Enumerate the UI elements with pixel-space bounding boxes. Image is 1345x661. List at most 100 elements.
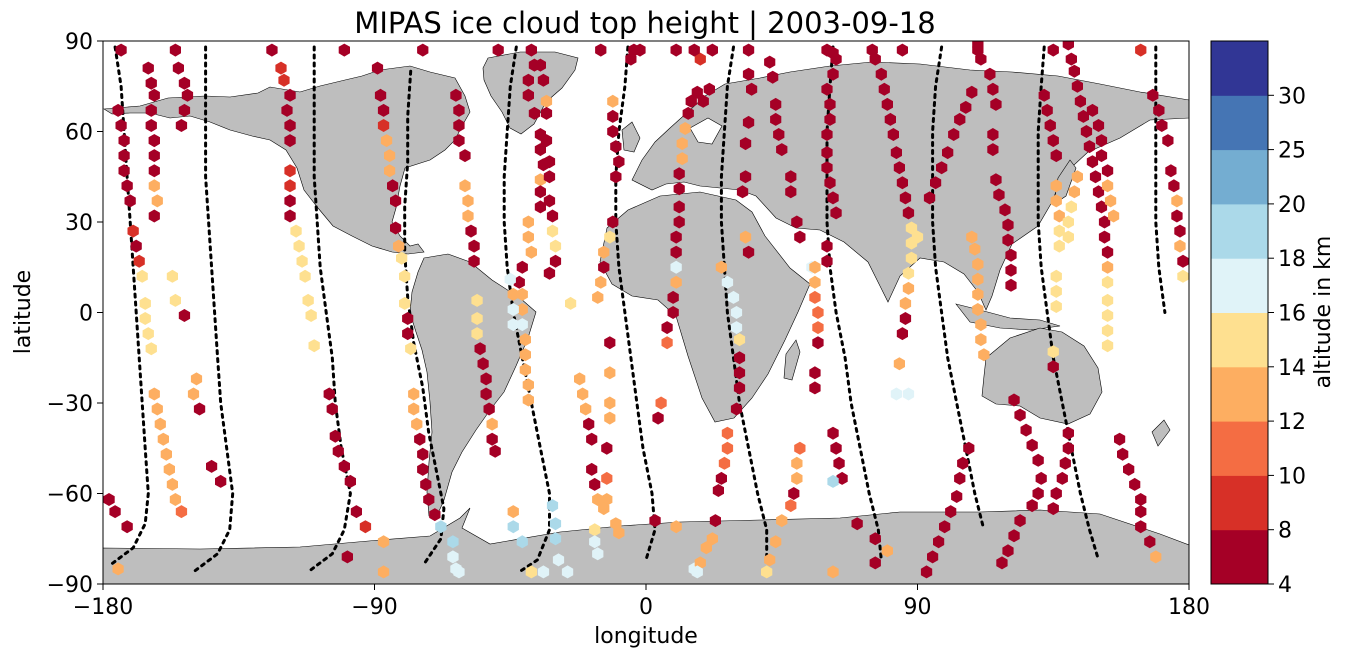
- data-point: [598, 502, 610, 516]
- colorbar-tick-label: 12: [1278, 410, 1306, 435]
- data-point: [148, 179, 160, 193]
- data-point: [984, 67, 996, 81]
- data-point: [1071, 170, 1083, 184]
- data-point: [809, 275, 821, 289]
- data-point: [543, 155, 556, 169]
- data-point: [293, 239, 305, 253]
- data-point: [592, 493, 604, 506]
- data-point: [1104, 194, 1117, 208]
- data-point: [1035, 471, 1047, 485]
- data-point: [652, 411, 664, 425]
- data-point: [1050, 194, 1062, 208]
- data-point: [746, 82, 758, 96]
- data-point: [377, 565, 390, 579]
- data-point: [691, 565, 703, 579]
- colorbar-tick-label: 18: [1278, 247, 1306, 272]
- data-point: [522, 378, 534, 392]
- data-point: [604, 336, 616, 350]
- data-point: [1153, 103, 1165, 117]
- data-point: [148, 134, 160, 148]
- data-point: [516, 260, 528, 274]
- data-point: [408, 402, 420, 416]
- colorbar-segment: [1211, 258, 1268, 313]
- data-point: [519, 333, 531, 347]
- colorbar-segment: [1211, 95, 1268, 151]
- data-point: [776, 143, 788, 157]
- data-point: [942, 146, 954, 160]
- data-point: [284, 119, 296, 132]
- data-point: [1089, 170, 1102, 184]
- data-point: [151, 194, 163, 208]
- data-point: [190, 372, 203, 386]
- data-point: [1177, 269, 1189, 283]
- data-point: [341, 550, 353, 564]
- data-point: [821, 254, 833, 268]
- x-tick-label: −180: [73, 595, 133, 620]
- data-point: [884, 112, 896, 126]
- data-point: [151, 402, 163, 416]
- data-point: [824, 176, 836, 190]
- data-point: [733, 333, 746, 347]
- data-point: [972, 257, 984, 271]
- data-point: [1098, 230, 1111, 244]
- data-point: [1108, 209, 1120, 223]
- colorbar-segment: [1211, 475, 1268, 531]
- data-point: [169, 493, 181, 506]
- track-1: [192, 45, 235, 574]
- data-point: [380, 134, 393, 148]
- data-point: [791, 215, 803, 229]
- land-scandinavia-sea: [689, 117, 723, 145]
- data-point: [697, 94, 709, 108]
- data-point: [1041, 103, 1053, 117]
- data-point: [767, 70, 779, 84]
- data-point: [399, 269, 411, 283]
- data-point: [1135, 520, 1147, 534]
- data-point: [534, 143, 546, 157]
- data-point: [175, 119, 188, 132]
- data-point: [869, 52, 881, 66]
- data-point: [739, 170, 752, 184]
- data-point: [592, 547, 604, 561]
- data-point: [546, 209, 559, 223]
- data-point: [507, 287, 519, 301]
- data-point: [1032, 453, 1044, 467]
- data-point: [1050, 269, 1062, 283]
- data-point: [978, 348, 990, 362]
- data-point: [586, 432, 598, 446]
- data-point: [1101, 293, 1114, 307]
- data-point: [742, 43, 755, 57]
- data-point: [715, 260, 727, 274]
- data-point: [522, 393, 534, 407]
- data-point: [540, 94, 553, 108]
- data-point: [1165, 164, 1177, 178]
- data-point: [453, 103, 465, 117]
- data-point: [1101, 339, 1114, 353]
- data-point: [281, 103, 293, 117]
- chart-title: MIPAS ice cloud top height | 2003-09-18: [354, 6, 935, 40]
- data-point: [1062, 215, 1074, 229]
- data-point: [408, 387, 420, 401]
- data-point: [1050, 284, 1062, 298]
- data-point: [610, 140, 622, 154]
- data-point: [1171, 209, 1183, 223]
- data-point: [764, 55, 776, 69]
- land-antarctica: [103, 507, 1189, 584]
- data-point: [405, 342, 417, 356]
- data-point: [936, 161, 948, 175]
- data-point: [604, 366, 616, 380]
- data-point: [127, 224, 139, 238]
- colorbar-segment: [1211, 421, 1268, 476]
- colorbar-tick-label: 4: [1278, 573, 1292, 598]
- data-point: [649, 514, 661, 528]
- data-point: [890, 387, 902, 401]
- data-point: [1174, 224, 1186, 238]
- data-point: [607, 109, 619, 123]
- data-point: [338, 459, 350, 473]
- data-point: [975, 318, 987, 332]
- track-layer: [107, 45, 1167, 574]
- data-point: [148, 164, 160, 178]
- data-point: [821, 161, 833, 175]
- data-point: [993, 188, 1005, 202]
- data-point: [586, 462, 598, 476]
- data-point: [1101, 164, 1114, 178]
